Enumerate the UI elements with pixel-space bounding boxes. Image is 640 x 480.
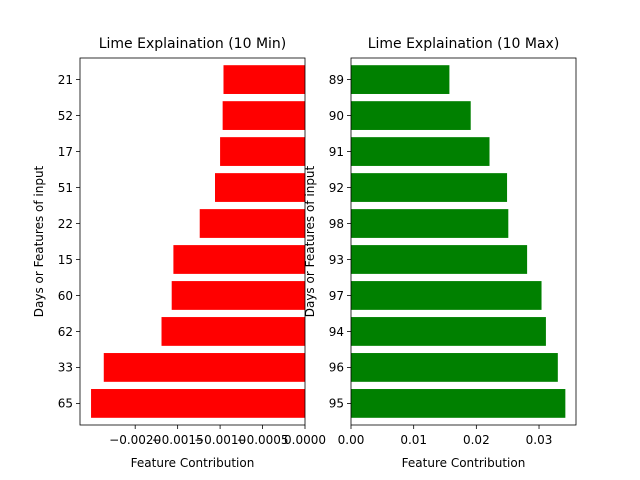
y-tick-label: 15 [58,253,73,267]
y-tick-label: 98 [329,217,344,231]
y-tick-label: 65 [58,397,73,411]
y-tick-label: 96 [329,361,344,375]
x-tick-label: 0.0000 [284,433,326,447]
y-tick-label: 52 [58,109,73,123]
bar-91 [351,137,490,166]
bar-52 [222,101,305,130]
y-tick-label: 60 [58,289,73,303]
x-axis-label: Feature Contribution [402,456,526,470]
y-axis-label: Days or Features of input [32,165,46,317]
subplot-2: 95 96 94 97 93 98 92 91 90 89 0.00 0.01 0.02 0.03 Lime… [303,36,577,470]
x-tick-label: −0.0020 [109,433,161,447]
y-tick-label: 90 [329,109,344,123]
chart-title: Lime Explaination (10 Max) [368,36,560,52]
y-tick-label: 89 [329,73,344,87]
x-tick-label: 0.01 [400,433,427,447]
y-tick-label: 17 [58,145,73,159]
bar-60 [171,281,305,310]
subplot-1: 65 33 62 60 15 22 51 17 52 21 −0.0020−0.0015−0.001… [32,36,326,470]
y-axis-label: Days or Features of input [303,165,317,317]
bar-97 [351,281,542,310]
bar-94 [351,317,546,346]
bar-89 [351,65,450,94]
y-tick-label: 33 [58,361,73,375]
axes-frame [79,57,306,426]
y-tick-label: 62 [58,325,73,339]
bar-98 [351,209,509,238]
bar-90 [351,101,471,130]
y-tick-label: 94 [329,325,344,339]
y-tick-label: 21 [58,73,73,87]
bar-17 [220,137,305,166]
y-tick-label: 95 [329,397,344,411]
y-tick-label: 91 [329,145,344,159]
x-tick-label: 0.00 [338,433,365,447]
y-tick-label: 51 [58,181,73,195]
bar-92 [351,173,508,202]
x-tick-label: 0.02 [463,433,490,447]
x-tick-label: 0.03 [526,433,553,447]
bar-93 [351,245,528,274]
bar-95 [351,389,566,418]
y-tick-label: 92 [329,181,344,195]
bar-22 [199,209,305,238]
axes-frame [350,57,577,426]
x-axis-label: Feature Contribution [131,456,255,470]
x-tick-label: −0.0010 [194,433,246,447]
bar-33 [103,353,306,382]
y-tick-label: 93 [329,253,344,267]
y-tick-label: 97 [329,289,344,303]
bar-65 [91,389,305,418]
bar-62 [161,317,305,346]
y-tick-label: 22 [58,217,73,231]
bar-15 [173,245,305,274]
bar-51 [215,173,305,202]
bar-21 [223,65,305,94]
x-tick-label: −0.0015 [152,433,204,447]
bar-96 [351,353,558,382]
chart-title: Lime Explaination (10 Min) [99,36,287,52]
x-tick-label: −0.0005 [237,433,289,447]
